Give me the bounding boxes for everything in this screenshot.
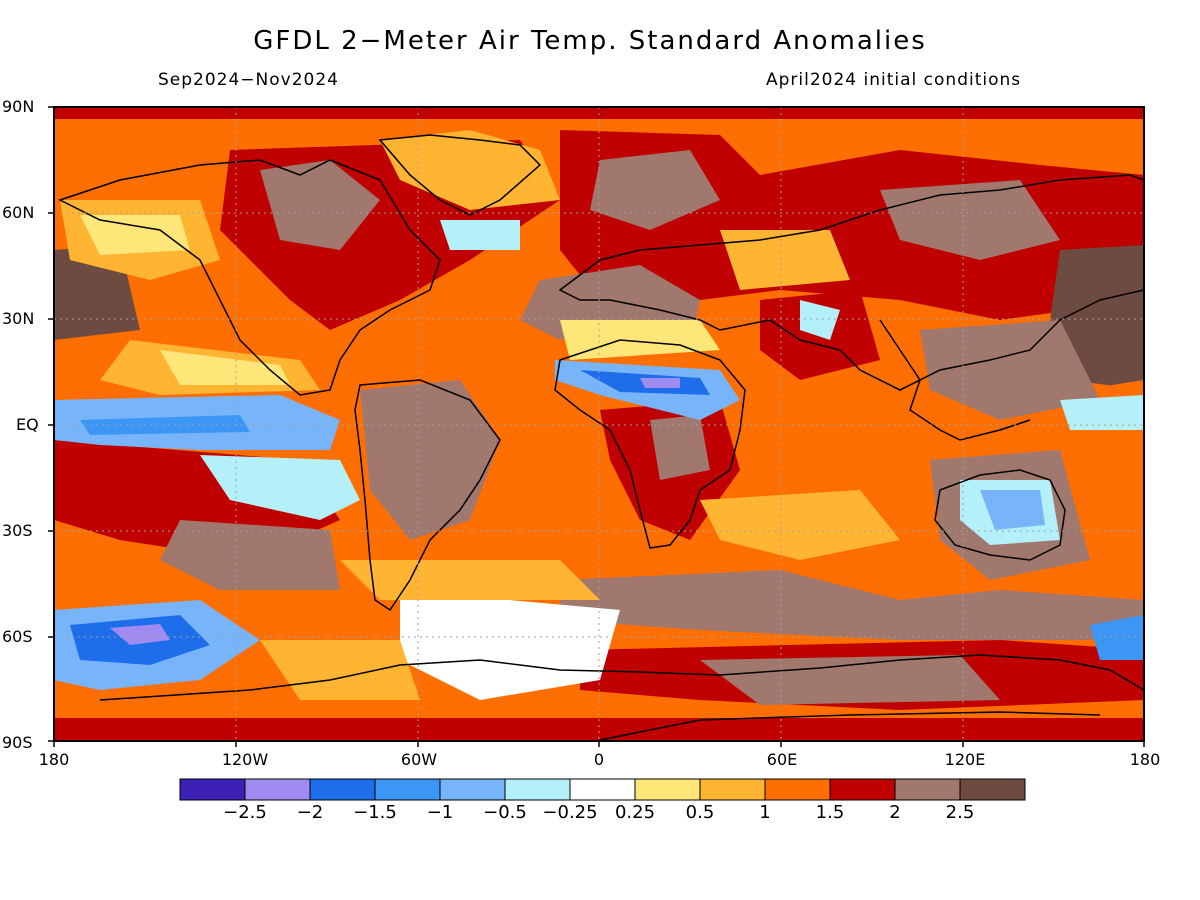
lon-label-60e: 60E <box>766 750 798 769</box>
colorbar-box <box>439 778 506 801</box>
lon-label-60w: 60W <box>400 750 438 769</box>
colorbar-box <box>959 778 1026 801</box>
lat-label-60n: 60N <box>2 203 35 222</box>
colorbar-label: −0.25 <box>542 802 598 823</box>
colorbar-box <box>829 778 896 801</box>
colorbar-label: −1 <box>426 802 454 823</box>
colorbar <box>179 778 1026 801</box>
colorbar-box <box>179 778 246 801</box>
colorbar-box <box>634 778 701 801</box>
colorbar-label: 2 <box>889 802 901 823</box>
coastlines <box>58 134 1144 741</box>
colorbar-box <box>244 778 311 801</box>
lon-label-180w: 180 <box>38 750 70 769</box>
colorbar-box <box>504 778 571 801</box>
chart-title: GFDL 2−Meter Air Temp. Standard Anomalie… <box>253 26 927 56</box>
colorbar-label: −1.5 <box>353 802 397 823</box>
colorbar-label: 0.25 <box>614 802 656 823</box>
graticule <box>54 107 1144 741</box>
colorbar-label: 1.5 <box>815 802 845 823</box>
initial-conditions: April2024 initial conditions <box>766 70 1022 90</box>
colorbar-box <box>374 778 441 801</box>
colorbar-label: −2.5 <box>223 802 267 823</box>
lon-label-120w: 120W <box>221 750 269 769</box>
lat-label-90n: 90N <box>2 97 35 116</box>
colorbar-label: 2.5 <box>945 802 975 823</box>
lat-label-30n: 30N <box>2 309 35 328</box>
colorbar-box <box>699 778 766 801</box>
lon-label-0: 0 <box>593 750 605 769</box>
colorbar-box <box>894 778 961 801</box>
lat-label-eq: EQ <box>16 415 39 434</box>
lat-label-30s: 30S <box>2 521 33 540</box>
lat-label-60s: 60S <box>2 627 33 646</box>
lat-label-90s: 90S <box>2 733 33 752</box>
colorbar-label: −2 <box>296 802 324 823</box>
forecast-period: Sep2024−Nov2024 <box>158 70 339 90</box>
colorbar-label: −0.5 <box>483 802 527 823</box>
lon-label-120e: 120E <box>944 750 986 769</box>
anomaly-field <box>54 107 1144 741</box>
colorbar-box <box>764 778 831 801</box>
colorbar-box <box>309 778 376 801</box>
colorbar-box <box>569 778 636 801</box>
colorbar-label: 1 <box>759 802 771 823</box>
axis-ticks <box>48 106 1145 747</box>
colorbar-label: 0.5 <box>685 802 715 823</box>
lon-label-180e: 180 <box>1129 750 1161 769</box>
